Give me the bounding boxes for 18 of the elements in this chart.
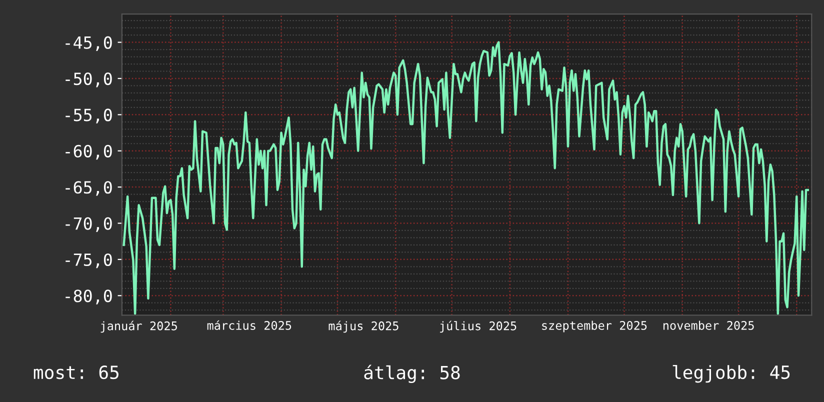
x-tick-label: július 2025	[440, 320, 516, 333]
y-tick-label: -70,0	[66, 217, 112, 232]
text: átlag: 58	[364, 364, 460, 384]
x-tick-label: március 2025	[207, 320, 292, 330]
y-tick-label: -65,0	[66, 181, 112, 196]
y-tick-label: -55,0	[66, 108, 112, 124]
line-series	[122, 41, 809, 315]
text: most: 65	[34, 365, 118, 380]
x-tick-label: november 2025	[663, 320, 754, 330]
y-tick-label: -50,0	[66, 72, 112, 88]
x-tick-label: január 2025	[100, 320, 177, 333]
y-tick-label: -80,0	[66, 290, 112, 304]
y-tick-label: -60,0	[66, 144, 112, 160]
text: legjobb: 45	[672, 365, 790, 383]
y-tick-label: -45,0	[66, 36, 112, 52]
x-tick-label: szeptember 2025	[542, 320, 647, 332]
x-tick-label: május 2025	[328, 320, 398, 333]
y-tick-label: -75,0	[66, 253, 112, 268]
